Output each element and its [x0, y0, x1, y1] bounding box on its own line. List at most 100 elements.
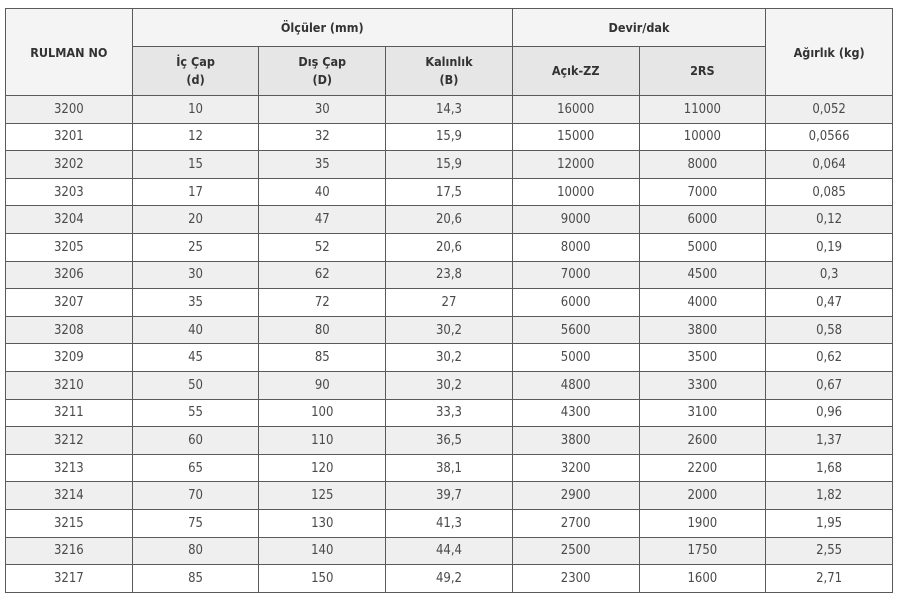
cell-2rs: 4000	[638, 288, 767, 317]
cell-kalinlik: 15,9	[385, 150, 513, 179]
cell-agirlik: 0,052	[765, 95, 893, 124]
cell-kalinlik: 49,2	[385, 564, 513, 593]
cell-kalinlik: 15,9	[385, 122, 513, 152]
cell-acik-zz: 16000	[511, 95, 640, 124]
cell-ic-cap: 60	[131, 426, 260, 455]
table-row: 3200 10 30 14,3 16000 11000 0,052	[5, 95, 893, 124]
cell-acik-zz: 8000	[511, 232, 640, 262]
table-row: 3204 20 47 20,6 9000 6000 0,12	[5, 205, 893, 234]
cell-2rs: 2600	[638, 426, 767, 455]
cell-agirlik: 1,82	[765, 481, 893, 510]
cell-2rs: 1900	[638, 508, 767, 538]
table-row: 3202 15 35 15,9 12000 8000 0,064	[5, 150, 893, 179]
cell-rulman-no: 3200	[5, 95, 133, 124]
cell-2rs: 7000	[638, 177, 767, 207]
bearing-spec-table: RULMAN NO Ölçüler (mm) Devir/dak Ağırlık…	[5, 8, 893, 593]
cell-ic-cap: 15	[131, 150, 260, 179]
cell-dis-cap: 32	[258, 122, 387, 152]
cell-acik-zz: 3200	[511, 453, 640, 483]
cell-2rs: 3500	[638, 343, 767, 372]
cell-rulman-no: 3209	[5, 343, 133, 372]
cell-2rs: 10000	[638, 122, 767, 152]
table-row: 3214 70 125 39,7 2900 2000 1,82	[5, 481, 893, 510]
cell-rulman-no: 3215	[5, 508, 133, 538]
cell-dis-cap: 47	[258, 205, 387, 234]
cell-acik-zz: 5600	[511, 315, 640, 345]
cell-acik-zz: 2300	[511, 564, 640, 593]
header-kalinlik-label: Kalınlık	[425, 54, 473, 69]
cell-ic-cap: 10	[131, 95, 260, 124]
cell-dis-cap: 120	[258, 453, 387, 483]
cell-kalinlik: 17,5	[385, 177, 513, 207]
cell-ic-cap: 75	[131, 508, 260, 538]
cell-agirlik: 1,68	[765, 453, 893, 483]
cell-agirlik: 0,064	[765, 150, 893, 179]
cell-rulman-no: 3205	[5, 232, 133, 262]
cell-acik-zz: 3800	[511, 426, 640, 455]
cell-agirlik: 0,62	[765, 343, 893, 372]
cell-dis-cap: 140	[258, 536, 387, 566]
cell-kalinlik: 14,3	[385, 95, 513, 124]
header-2rs: 2RS	[638, 46, 767, 96]
header-rulman-no: RULMAN NO	[5, 8, 133, 96]
cell-kalinlik: 36,5	[385, 426, 513, 455]
cell-agirlik: 1,37	[765, 426, 893, 455]
cell-kalinlik: 41,3	[385, 508, 513, 538]
cell-agirlik: 0,085	[765, 177, 893, 207]
cell-rulman-no: 3210	[5, 370, 133, 400]
cell-agirlik: 0,47	[765, 288, 893, 317]
header-ic-cap: İç Çap (d)	[131, 46, 260, 96]
table-row: 3213 65 120 38,1 3200 2200 1,68	[5, 453, 893, 483]
cell-dis-cap: 80	[258, 315, 387, 345]
table-row: 3215 75 130 41,3 2700 1900 1,95	[5, 508, 893, 538]
cell-acik-zz: 2700	[511, 508, 640, 538]
cell-2rs: 2200	[638, 453, 767, 483]
cell-rulman-no: 3214	[5, 481, 133, 510]
cell-ic-cap: 50	[131, 370, 260, 400]
cell-dis-cap: 100	[258, 398, 387, 428]
cell-dis-cap: 52	[258, 232, 387, 262]
header-dis-cap-symbol: (D)	[312, 72, 333, 87]
cell-rulman-no: 3202	[5, 150, 133, 179]
cell-dis-cap: 72	[258, 288, 387, 317]
cell-ic-cap: 80	[131, 536, 260, 566]
cell-2rs: 11000	[638, 95, 767, 124]
table-row: 3203 17 40 17,5 10000 7000 0,085	[5, 177, 893, 207]
cell-2rs: 2000	[638, 481, 767, 510]
cell-agirlik: 1,95	[765, 508, 893, 538]
header-kalinlik-symbol: (B)	[439, 72, 459, 87]
header-ic-cap-label: İç Çap	[176, 54, 215, 69]
table-body: 3200 10 30 14,3 16000 11000 0,052 3201 12 32 15,9 1…	[5, 95, 893, 593]
cell-2rs: 1750	[638, 536, 767, 566]
cell-acik-zz: 7000	[511, 260, 640, 290]
cell-rulman-no: 3204	[5, 205, 133, 234]
header-row-1: RULMAN NO Ölçüler (mm) Devir/dak Ağırlık…	[5, 8, 893, 96]
cell-ic-cap: 55	[131, 398, 260, 428]
table-row: 3206 30 62 23,8 7000 4500 0,3	[5, 260, 893, 290]
cell-kalinlik: 20,6	[385, 232, 513, 262]
cell-agirlik: 0,67	[765, 370, 893, 400]
cell-2rs: 3100	[638, 398, 767, 428]
cell-agirlik: 2,71	[765, 564, 893, 593]
cell-agirlik: 0,96	[765, 398, 893, 428]
cell-ic-cap: 30	[131, 260, 260, 290]
cell-rulman-no: 3213	[5, 453, 133, 483]
cell-2rs: 5000	[638, 232, 767, 262]
table-row: 3205 25 52 20,6 8000 5000 0,19	[5, 232, 893, 262]
cell-acik-zz: 2500	[511, 536, 640, 566]
cell-dis-cap: 150	[258, 564, 387, 593]
cell-rulman-no: 3201	[5, 122, 133, 152]
cell-2rs: 1600	[638, 564, 767, 593]
cell-rulman-no: 3203	[5, 177, 133, 207]
cell-2rs: 6000	[638, 205, 767, 234]
cell-kalinlik: 27	[385, 288, 513, 317]
header-devir: Devir/dak	[511, 8, 767, 47]
cell-kalinlik: 38,1	[385, 453, 513, 483]
cell-dis-cap: 125	[258, 481, 387, 510]
cell-rulman-no: 3216	[5, 536, 133, 566]
cell-ic-cap: 17	[131, 177, 260, 207]
cell-agirlik: 0,12	[765, 205, 893, 234]
cell-dis-cap: 40	[258, 177, 387, 207]
cell-agirlik: 0,19	[765, 232, 893, 262]
cell-agirlik: 0,0566	[765, 122, 893, 152]
